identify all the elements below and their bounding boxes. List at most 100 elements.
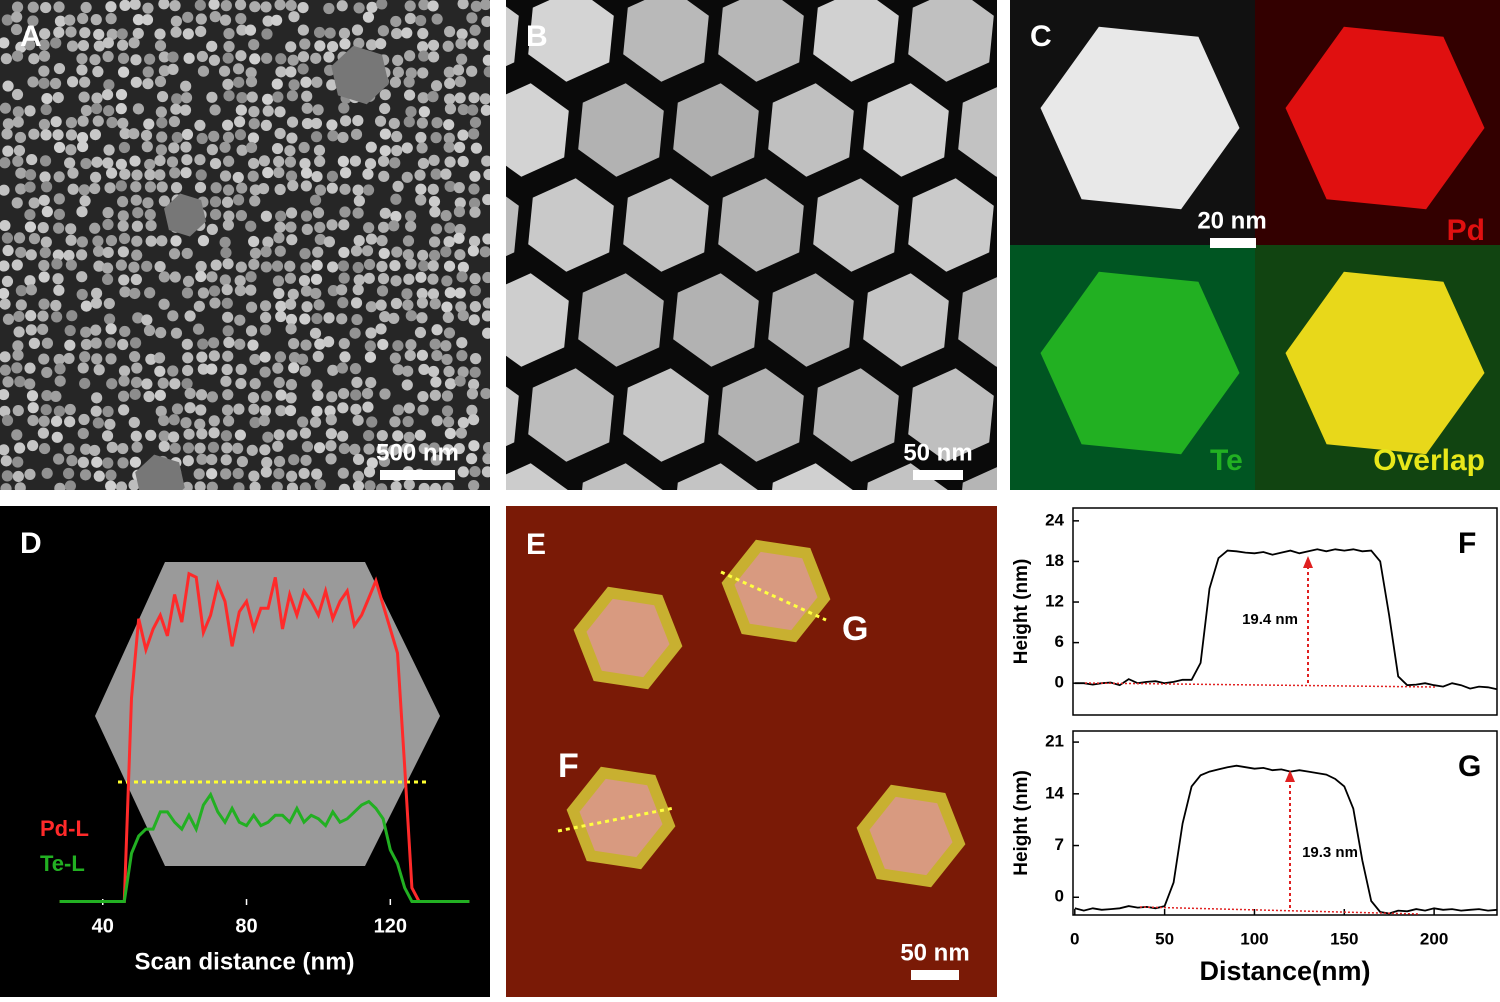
nanoparticle [338, 483, 350, 490]
nanoparticle [140, 129, 153, 142]
nanoparticle [128, 128, 140, 140]
marker-label: G [842, 610, 868, 648]
nanoparticle [78, 413, 90, 426]
nanoparticle [338, 27, 351, 39]
nanosheet [528, 0, 614, 82]
nanoparticle [388, 117, 400, 130]
nanoparticle [193, 300, 205, 312]
nanoparticle [349, 363, 362, 375]
nanoplate [331, 45, 389, 105]
data-line [59, 571, 470, 903]
nanoparticle [65, 117, 78, 129]
nanoparticle [427, 0, 439, 12]
nanosheet [623, 368, 709, 462]
nanoparticle [312, 389, 324, 402]
nanoparticle [427, 273, 439, 285]
nanoparticle [402, 365, 414, 377]
nanoparticle [350, 297, 363, 309]
nanoparticle [327, 285, 339, 297]
nanoparticle [363, 466, 376, 478]
nanoparticle [366, 1, 378, 13]
nanoparticle [40, 181, 53, 193]
nanoparticle [154, 365, 166, 377]
nanoparticle [77, 456, 89, 468]
nanoparticle [299, 38, 311, 50]
nanoparticle [363, 258, 376, 271]
nanoparticle [275, 300, 287, 312]
nanoparticle [208, 0, 220, 10]
nanoparticle [142, 78, 154, 90]
nanoparticle [440, 210, 452, 222]
nanoparticle [232, 171, 244, 184]
nanoparticle [65, 144, 77, 156]
nanoparticle [352, 114, 364, 127]
nanosheet [673, 273, 759, 367]
scale-bar [913, 470, 963, 480]
nanoparticle [76, 53, 88, 65]
nanoparticle [351, 376, 363, 388]
legend-label: Te-L [40, 851, 85, 876]
nanoparticle [482, 193, 490, 206]
nanoparticle [453, 232, 465, 244]
nanoparticle [361, 245, 374, 257]
nanosheet [813, 0, 899, 82]
nanosheet [673, 83, 759, 177]
nanoparticle [285, 298, 297, 310]
nanoparticle [454, 249, 466, 261]
nanoparticle [105, 234, 118, 247]
nanoparticle [130, 194, 142, 206]
nanoparticle [38, 194, 50, 206]
nanoparticle [117, 390, 130, 402]
nanoparticle [77, 362, 89, 374]
nanoparticle [326, 182, 338, 194]
nanoparticle [90, 171, 102, 183]
nanoparticle [310, 131, 323, 143]
nanoparticle [182, 352, 194, 364]
nanoparticle [54, 375, 66, 387]
nanoparticle [221, 196, 234, 208]
nanoparticle [116, 28, 128, 40]
nanoparticle [67, 167, 79, 179]
nanoparticle [311, 170, 323, 183]
nanoparticle [431, 117, 443, 129]
nanoparticle [158, 430, 170, 442]
nanoparticle [118, 365, 131, 377]
nanoparticle [222, 311, 234, 323]
nanoparticle [105, 469, 117, 481]
nanoparticle [271, 14, 283, 26]
nanoparticle [376, 0, 388, 10]
nanoparticle [453, 206, 466, 218]
nanoparticle [40, 1, 52, 14]
nanoparticle [480, 104, 490, 116]
nanoparticle [349, 443, 361, 455]
nanoparticle [0, 37, 10, 49]
nanoparticle [103, 144, 115, 156]
nanoparticle [271, 481, 283, 490]
nanoplate [164, 193, 206, 237]
nanoparticle [274, 183, 286, 196]
nanoparticle [158, 195, 170, 207]
nanoparticle [429, 298, 441, 310]
nanoparticle [143, 324, 156, 337]
nanoparticle [352, 414, 364, 426]
data-line [1074, 548, 1498, 691]
nanoparticle [311, 259, 323, 271]
nanoparticle [154, 154, 166, 167]
nanoparticle [221, 297, 233, 309]
nanoparticle [405, 220, 417, 232]
nanoparticle [235, 363, 247, 375]
nanoparticle [416, 349, 429, 361]
nanoparticle [248, 235, 260, 248]
nanoparticle [468, 128, 480, 140]
nanoparticle [325, 414, 337, 426]
nanoparticle [142, 2, 154, 14]
nanoparticle [117, 220, 129, 232]
nanoparticle [457, 366, 469, 378]
nanoparticle [301, 301, 313, 313]
nanoparticle [155, 144, 168, 156]
nanoparticle [51, 431, 63, 443]
nanoparticle [102, 157, 114, 169]
nanoparticle [222, 258, 234, 270]
nanoparticle [79, 195, 91, 207]
nanoparticle [244, 24, 257, 36]
